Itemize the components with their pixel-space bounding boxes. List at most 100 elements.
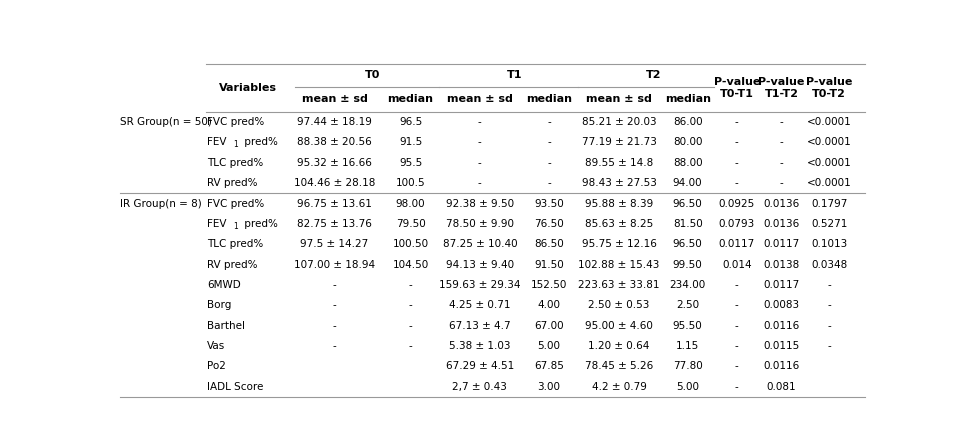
Text: FVC pred%: FVC pred%: [208, 117, 264, 127]
Text: 159.63 ± 29.34: 159.63 ± 29.34: [439, 280, 521, 290]
Text: 152.50: 152.50: [530, 280, 567, 290]
Text: 95.75 ± 12.16: 95.75 ± 12.16: [581, 239, 656, 249]
Text: 92.38 ± 9.50: 92.38 ± 9.50: [446, 198, 514, 209]
Text: 97.5 ± 14.27: 97.5 ± 14.27: [301, 239, 369, 249]
Text: <0.0001: <0.0001: [807, 137, 851, 148]
Text: -: -: [547, 158, 551, 168]
Text: P-value
T0-T1: P-value T0-T1: [714, 77, 760, 99]
Text: 96.75 ± 13.61: 96.75 ± 13.61: [297, 198, 372, 209]
Text: IADL Score: IADL Score: [208, 382, 263, 392]
Text: 78.45 ± 5.26: 78.45 ± 5.26: [585, 361, 653, 372]
Text: -: -: [478, 158, 481, 168]
Text: -: -: [735, 178, 739, 188]
Text: 0.081: 0.081: [767, 382, 797, 392]
Text: Po2: Po2: [208, 361, 226, 372]
Text: 77.19 ± 21.73: 77.19 ± 21.73: [581, 137, 656, 148]
Text: 2.50: 2.50: [677, 300, 700, 310]
Text: 1: 1: [234, 222, 238, 231]
Text: -: -: [333, 280, 336, 290]
Text: 98.00: 98.00: [396, 198, 426, 209]
Text: pred%: pred%: [241, 137, 278, 148]
Text: -: -: [408, 321, 412, 330]
Text: -: -: [735, 382, 739, 392]
Text: 100.50: 100.50: [392, 239, 429, 249]
Text: 67.85: 67.85: [534, 361, 564, 372]
Text: 0.0136: 0.0136: [763, 219, 800, 229]
Text: Borg: Borg: [208, 300, 232, 310]
Text: 100.5: 100.5: [396, 178, 426, 188]
Text: -: -: [478, 137, 481, 148]
Text: median: median: [387, 95, 433, 104]
Text: 91.5: 91.5: [399, 137, 422, 148]
Text: 1.20 ± 0.64: 1.20 ± 0.64: [588, 341, 650, 351]
Text: <0.0001: <0.0001: [807, 158, 851, 168]
Text: 98.43 ± 27.53: 98.43 ± 27.53: [581, 178, 656, 188]
Text: 99.50: 99.50: [673, 260, 702, 269]
Text: 0.0925: 0.0925: [719, 198, 755, 209]
Text: -: -: [735, 321, 739, 330]
Text: 0.0136: 0.0136: [763, 198, 800, 209]
Text: -: -: [735, 280, 739, 290]
Text: 0.0115: 0.0115: [763, 341, 800, 351]
Text: 234.00: 234.00: [670, 280, 705, 290]
Text: TLC pred%: TLC pred%: [208, 158, 263, 168]
Text: mean ± sd: mean ± sd: [447, 95, 513, 104]
Text: 0.0793: 0.0793: [719, 219, 755, 229]
Text: 0.014: 0.014: [722, 260, 752, 269]
Text: 93.50: 93.50: [534, 198, 564, 209]
Text: IR Group(n = 8): IR Group(n = 8): [120, 198, 202, 209]
Text: 80.00: 80.00: [673, 137, 702, 148]
Text: -: -: [408, 341, 412, 351]
Text: -: -: [779, 178, 783, 188]
Text: 0.0116: 0.0116: [763, 361, 800, 372]
Text: Barthel: Barthel: [208, 321, 245, 330]
Text: 96.50: 96.50: [673, 239, 702, 249]
Text: 87.25 ± 10.40: 87.25 ± 10.40: [442, 239, 517, 249]
Text: 2.50 ± 0.53: 2.50 ± 0.53: [588, 300, 650, 310]
Text: -: -: [735, 361, 739, 372]
Text: 0.0117: 0.0117: [763, 280, 800, 290]
Text: 4.00: 4.00: [537, 300, 560, 310]
Text: FEV: FEV: [208, 219, 227, 229]
Text: T1: T1: [506, 70, 522, 80]
Text: median: median: [526, 95, 572, 104]
Text: 96.5: 96.5: [399, 117, 422, 127]
Text: -: -: [735, 341, 739, 351]
Text: 88.38 ± 20.56: 88.38 ± 20.56: [297, 137, 372, 148]
Text: 3.00: 3.00: [537, 382, 560, 392]
Text: -: -: [779, 117, 783, 127]
Text: 76.50: 76.50: [534, 219, 564, 229]
Text: 95.00 ± 4.60: 95.00 ± 4.60: [585, 321, 653, 330]
Text: -: -: [827, 300, 831, 310]
Text: -: -: [333, 300, 336, 310]
Text: 85.21 ± 20.03: 85.21 ± 20.03: [581, 117, 656, 127]
Text: 0.0116: 0.0116: [763, 321, 800, 330]
Text: 0.1797: 0.1797: [811, 198, 848, 209]
Text: 91.50: 91.50: [534, 260, 564, 269]
Text: 0.0117: 0.0117: [719, 239, 755, 249]
Text: SR Group(n = 50): SR Group(n = 50): [120, 117, 212, 127]
Text: 97.44 ± 18.19: 97.44 ± 18.19: [297, 117, 372, 127]
Text: 67.29 ± 4.51: 67.29 ± 4.51: [446, 361, 514, 372]
Text: 94.13 ± 9.40: 94.13 ± 9.40: [446, 260, 514, 269]
Text: 95.88 ± 8.39: 95.88 ± 8.39: [585, 198, 653, 209]
Text: 0.0348: 0.0348: [811, 260, 848, 269]
Text: -: -: [547, 137, 551, 148]
Text: 0.1013: 0.1013: [811, 239, 848, 249]
Text: -: -: [735, 137, 739, 148]
Text: 79.50: 79.50: [396, 219, 426, 229]
Text: median: median: [665, 95, 710, 104]
Text: 4.25 ± 0.71: 4.25 ± 0.71: [449, 300, 510, 310]
Text: -: -: [547, 178, 551, 188]
Text: FEV: FEV: [208, 137, 227, 148]
Text: 85.63 ± 8.25: 85.63 ± 8.25: [585, 219, 653, 229]
Text: -: -: [478, 117, 481, 127]
Text: 96.50: 96.50: [673, 198, 702, 209]
Text: P-value
T0-T2: P-value T0-T2: [806, 77, 852, 99]
Text: -: -: [478, 178, 481, 188]
Text: -: -: [779, 158, 783, 168]
Text: TLC pred%: TLC pred%: [208, 239, 263, 249]
Text: -: -: [333, 321, 336, 330]
Text: 78.50 ± 9.90: 78.50 ± 9.90: [446, 219, 514, 229]
Text: 95.32 ± 16.66: 95.32 ± 16.66: [297, 158, 372, 168]
